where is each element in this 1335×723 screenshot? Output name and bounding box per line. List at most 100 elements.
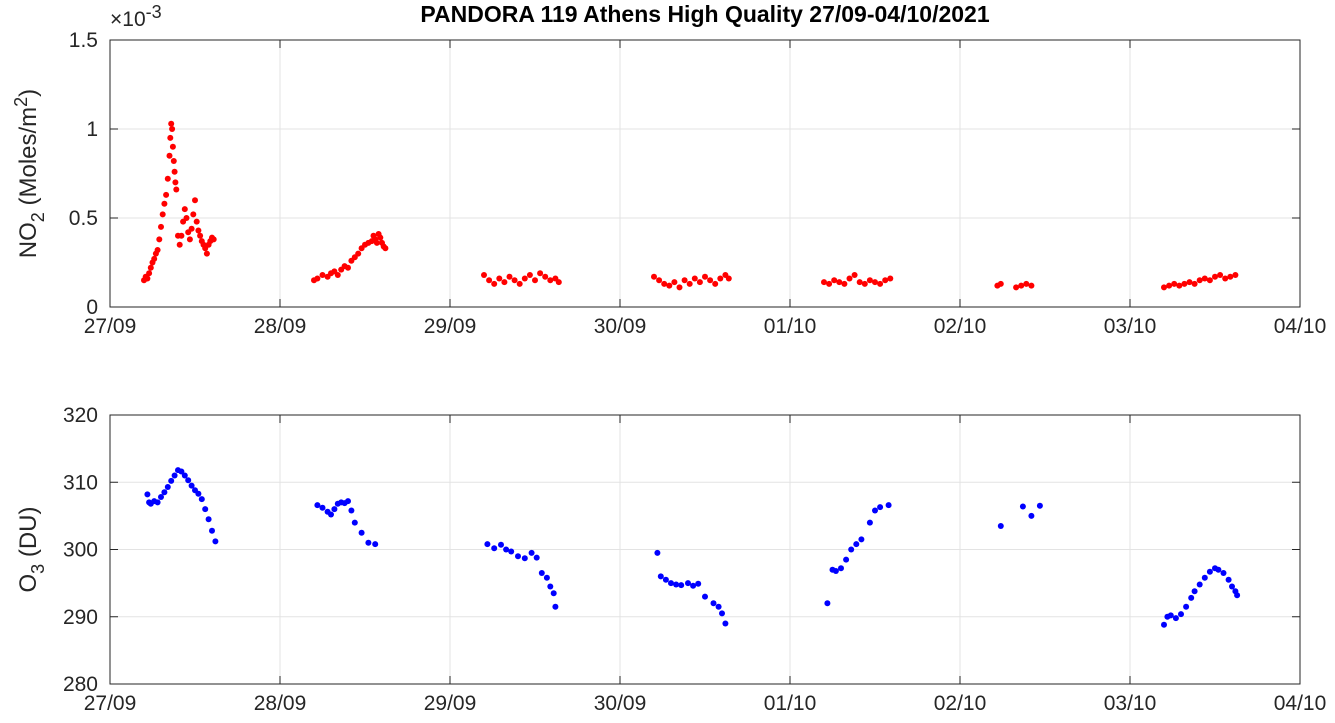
o3-data-point (144, 491, 151, 498)
no2-x-tick-label: 28/09 (254, 315, 307, 338)
no2-data-point (486, 277, 493, 284)
no2-data-point (877, 280, 884, 287)
o3-data-point (348, 507, 355, 514)
no2-data-point (501, 279, 508, 286)
no2-data-point (167, 134, 174, 141)
o3-axes: 27/09 28/09 29/09 30/09 01/10 02/10 03/10 04/10… (15, 404, 1326, 715)
o3-data-point (702, 593, 708, 600)
o3-data-point (1196, 581, 1203, 588)
o3-data-point (365, 539, 372, 546)
chart-title: PANDORA 119 Athens High Quality 27/09-04… (420, 1, 989, 27)
no2-data-point (826, 280, 833, 287)
o3-x-tick-label: 28/09 (254, 692, 307, 715)
no2-data-point (144, 275, 151, 282)
no2-data-point (170, 158, 177, 164)
o3-data-point (678, 582, 685, 589)
no2-data-point (717, 275, 724, 282)
o3-data-point (1191, 588, 1198, 595)
o3-data-point (538, 570, 545, 576)
no2-y-tick-label: 0 (86, 296, 98, 319)
no2-data-point (314, 275, 321, 282)
no2-data-point (511, 277, 518, 284)
o3-data-point (202, 506, 209, 513)
no2-data-point (169, 126, 176, 132)
o3-y-tick-label: 300 (63, 539, 98, 562)
no2-data-point (691, 275, 698, 282)
no2-data-point (547, 277, 554, 284)
no2-data-point (887, 275, 894, 282)
o3-y-tick-label: 280 (63, 673, 98, 696)
no2-data-point (166, 152, 173, 159)
o3-data-point (866, 519, 873, 526)
no2-y-multiplier: ×10-3 (110, 2, 162, 31)
o3-data-point (185, 477, 192, 484)
no2-data-point (651, 273, 657, 280)
no2-data-point (661, 280, 668, 287)
o3-x-tick-label: 04/10 (1274, 692, 1327, 715)
o3-data-point (209, 527, 215, 534)
o3-data-point (550, 590, 557, 597)
no2-data-point (702, 273, 708, 280)
no2-data-point (526, 272, 533, 278)
no2-data-point (147, 264, 154, 271)
o3-data-point (872, 507, 878, 514)
no2-data-point (173, 186, 180, 193)
o3-data-point (351, 519, 358, 526)
no2-data-point (164, 175, 171, 182)
no2-data-point (836, 279, 843, 286)
o3-data-point (161, 489, 168, 496)
no2-data-point (496, 275, 503, 282)
no2-data-point (1217, 272, 1224, 278)
o3-data-point (547, 583, 554, 590)
no2-data-point (532, 277, 538, 284)
no2-data-point (861, 280, 868, 287)
no2-data-point (163, 191, 170, 198)
o3-data-point (528, 549, 535, 556)
o3-data-point (1019, 503, 1026, 510)
o3-data-point (158, 494, 164, 500)
no2-y-tick-label: 1 (86, 118, 98, 141)
no2-data-point (1013, 284, 1020, 291)
no2-data-point (851, 272, 858, 278)
no2-data-point (1222, 275, 1229, 282)
no2-data-point (671, 279, 678, 286)
o3-data-point (1225, 576, 1232, 583)
o3-data-point (1201, 574, 1208, 581)
o3-data-point (154, 499, 161, 506)
o3-data-point (685, 580, 691, 587)
no2-data-point (168, 120, 175, 127)
o3-data-point (1167, 612, 1174, 619)
no2-data-point (997, 280, 1004, 287)
o3-data-point (838, 565, 844, 572)
no2-data-point (696, 279, 703, 286)
o3-data-point (848, 546, 855, 553)
no2-data-point (1212, 273, 1218, 280)
o3-data-point (1161, 621, 1167, 628)
o3-data-point (654, 549, 661, 556)
o3-data-point (503, 546, 510, 553)
no2-data-point (537, 270, 544, 277)
o3-data-point (1206, 568, 1213, 575)
no2-data-point (1176, 282, 1183, 289)
no2-data-point (210, 236, 217, 243)
no2-x-tick-label: 01/10 (764, 315, 817, 338)
no2-data-point (151, 255, 158, 262)
no2-data-point (882, 277, 889, 284)
o3-x-tick-label: 27/09 (84, 692, 137, 715)
no2-axes: 27/09 28/09 29/09 30/09 01/10 02/10 03/10 04/10… (11, 2, 1326, 338)
no2-data-point (373, 239, 380, 246)
no2-data-point (171, 168, 178, 175)
o3-data-point (662, 576, 669, 583)
o3-axes-frame (109, 414, 1301, 685)
no2-data-point (178, 232, 185, 239)
no2-data-point (831, 277, 838, 284)
o3-data-point (885, 502, 892, 509)
o3-data-point (171, 472, 178, 479)
no2-data-point (712, 280, 719, 287)
no2-data-point (841, 280, 848, 287)
o3-x-tick-label: 29/09 (424, 692, 477, 715)
no2-data-point (183, 215, 190, 221)
no2-data-point (1196, 277, 1203, 284)
no2-data-point (681, 277, 688, 284)
o3-data-point (722, 620, 729, 627)
